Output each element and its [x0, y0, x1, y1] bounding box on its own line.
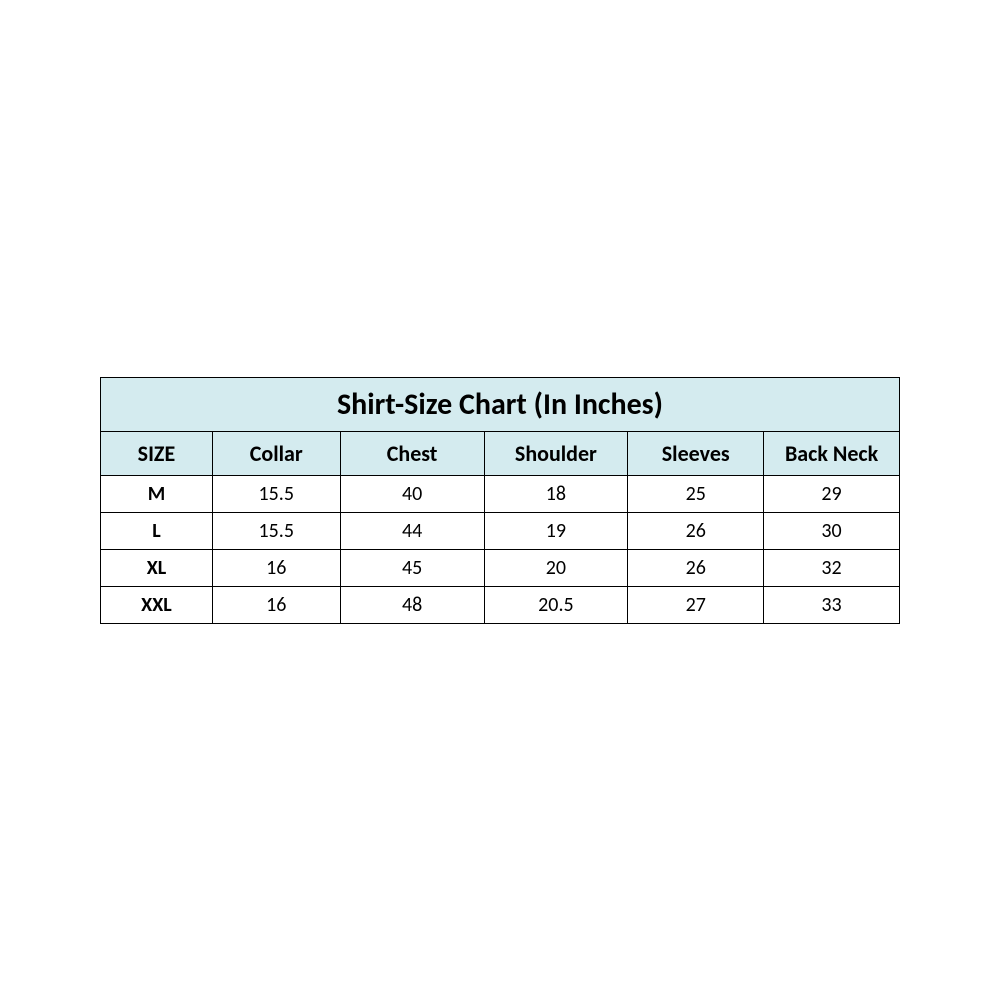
cell-collar: 16 — [212, 586, 340, 623]
cell-size: L — [101, 512, 213, 549]
col-header-size: SIZE — [101, 431, 213, 475]
cell-backneck: 29 — [764, 475, 900, 512]
table-title: Shirt-Size Chart (In Inches) — [101, 377, 900, 431]
cell-chest: 48 — [340, 586, 484, 623]
cell-shoulder: 20.5 — [484, 586, 628, 623]
table-row: XL 16 45 20 26 32 — [101, 549, 900, 586]
cell-shoulder: 19 — [484, 512, 628, 549]
table-row: M 15.5 40 18 25 29 — [101, 475, 900, 512]
col-header-collar: Collar — [212, 431, 340, 475]
col-header-sleeves: Sleeves — [628, 431, 764, 475]
col-header-backneck: Back Neck — [764, 431, 900, 475]
cell-sleeves: 27 — [628, 586, 764, 623]
cell-sleeves: 26 — [628, 549, 764, 586]
table-row: XXL 16 48 20.5 27 33 — [101, 586, 900, 623]
table-header-row: SIZE Collar Chest Shoulder Sleeves Back … — [101, 431, 900, 475]
table-title-row: Shirt-Size Chart (In Inches) — [101, 377, 900, 431]
cell-collar: 15.5 — [212, 475, 340, 512]
cell-chest: 45 — [340, 549, 484, 586]
col-header-chest: Chest — [340, 431, 484, 475]
size-chart-table: Shirt-Size Chart (In Inches) SIZE Collar… — [100, 377, 900, 624]
cell-backneck: 30 — [764, 512, 900, 549]
cell-backneck: 33 — [764, 586, 900, 623]
cell-size: XXL — [101, 586, 213, 623]
col-header-shoulder: Shoulder — [484, 431, 628, 475]
cell-chest: 40 — [340, 475, 484, 512]
cell-sleeves: 26 — [628, 512, 764, 549]
cell-size: XL — [101, 549, 213, 586]
cell-chest: 44 — [340, 512, 484, 549]
cell-size: M — [101, 475, 213, 512]
cell-collar: 15.5 — [212, 512, 340, 549]
table-row: L 15.5 44 19 26 30 — [101, 512, 900, 549]
cell-collar: 16 — [212, 549, 340, 586]
cell-shoulder: 18 — [484, 475, 628, 512]
cell-shoulder: 20 — [484, 549, 628, 586]
cell-sleeves: 25 — [628, 475, 764, 512]
cell-backneck: 32 — [764, 549, 900, 586]
page-container: Shirt-Size Chart (In Inches) SIZE Collar… — [0, 0, 1000, 1000]
